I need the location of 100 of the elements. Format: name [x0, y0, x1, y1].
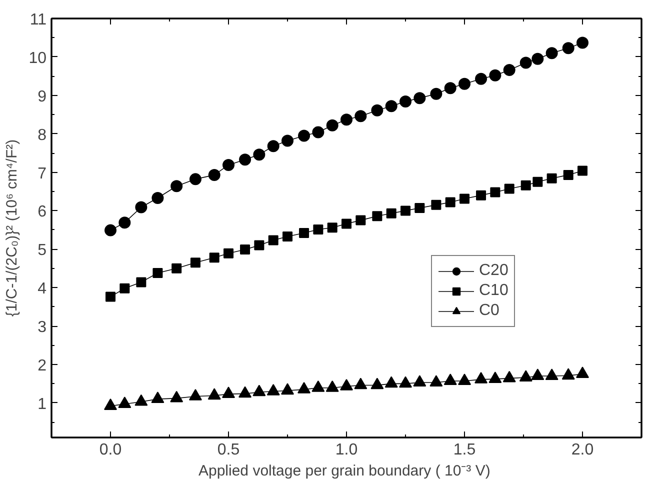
point: [399, 376, 412, 388]
point: [400, 206, 410, 216]
point: [546, 47, 558, 60]
y-tick-label: 5: [38, 242, 47, 260]
point: [576, 36, 588, 49]
point: [282, 134, 294, 147]
point: [208, 388, 221, 400]
point: [400, 96, 412, 108]
y-tick-label: 6: [38, 204, 47, 221]
point: [136, 277, 146, 288]
point: [267, 140, 280, 152]
point: [414, 92, 426, 104]
point: [532, 52, 544, 65]
point: [562, 368, 575, 380]
point: [118, 216, 131, 229]
point: [282, 231, 292, 242]
point: [430, 375, 443, 386]
point: [106, 292, 116, 302]
point: [208, 168, 220, 181]
point: [578, 166, 588, 176]
point: [266, 384, 280, 396]
point: [313, 224, 324, 235]
point: [502, 370, 516, 382]
x-tick-label: 0.0: [99, 442, 122, 458]
y-tick-label: 4: [38, 280, 47, 298]
point: [520, 56, 532, 69]
point: [504, 184, 514, 194]
y-tick-label: 8: [38, 126, 47, 144]
point: [268, 235, 278, 246]
point: [299, 228, 310, 238]
point: [372, 211, 382, 222]
point: [326, 119, 338, 132]
point: [152, 268, 163, 278]
point: [370, 378, 384, 390]
point: [444, 374, 457, 385]
point: [460, 194, 470, 204]
point: [298, 382, 311, 394]
point: [327, 222, 338, 233]
point: [562, 42, 574, 54]
point: [489, 69, 502, 82]
point: [253, 148, 266, 161]
point: [563, 170, 574, 180]
point: [532, 176, 543, 187]
point: [490, 187, 500, 198]
x-tick-label: 1.0: [335, 442, 358, 458]
point: [445, 197, 456, 208]
point: [531, 368, 544, 380]
point: [151, 392, 164, 404]
point: [488, 372, 502, 384]
point: [170, 390, 184, 402]
point: [384, 376, 398, 388]
point: [135, 201, 148, 214]
point: [120, 283, 130, 294]
point: [224, 248, 234, 258]
y-tick-label: 2: [38, 357, 47, 374]
y-tick-label: 11: [30, 12, 47, 28]
point: [189, 173, 202, 186]
point: [431, 200, 442, 210]
point: [576, 366, 589, 378]
point: [252, 384, 266, 396]
point: [458, 78, 470, 90]
y-tick-label: 9: [38, 88, 47, 106]
point: [134, 394, 148, 406]
point: [104, 398, 117, 410]
legend-label: C20: [479, 262, 508, 280]
point: [342, 218, 352, 229]
point: [356, 215, 366, 226]
point: [474, 372, 488, 384]
point: [118, 396, 132, 408]
point: [190, 258, 200, 268]
point: [340, 378, 353, 390]
point: [326, 380, 339, 392]
point: [209, 252, 220, 263]
point: [238, 386, 252, 398]
point: [386, 208, 396, 218]
point: [545, 368, 558, 380]
legend-label: C0: [479, 302, 500, 320]
y-axis-title: {1/C-1/(2C₀)}² (10⁶ cm⁴/F²): [4, 139, 21, 317]
x-tick-label: 0.5: [217, 442, 240, 458]
point: [298, 130, 310, 142]
point: [170, 180, 183, 192]
point: [312, 126, 324, 138]
point: [172, 263, 182, 274]
x-tick-label: 1.5: [453, 442, 476, 458]
point: [188, 388, 202, 400]
point: [414, 203, 425, 214]
y-tick-label: 1: [38, 396, 47, 413]
point: [444, 82, 456, 94]
y-tick-label: 10: [28, 50, 47, 67]
point: [371, 104, 384, 116]
point: [503, 64, 516, 76]
point: [546, 173, 557, 184]
point: [222, 158, 234, 171]
point: [281, 383, 294, 395]
point: [475, 72, 488, 85]
point: [519, 370, 532, 382]
point: [520, 180, 531, 190]
point: [430, 88, 442, 100]
y-tick-label: 7: [38, 165, 47, 182]
point: [254, 240, 264, 250]
